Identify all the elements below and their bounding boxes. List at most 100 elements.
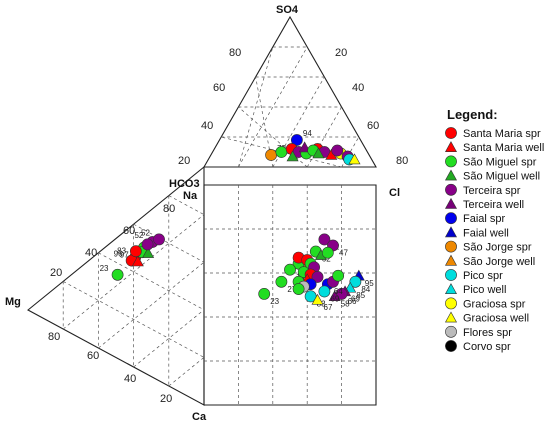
cation-point-label: 83 bbox=[117, 247, 126, 256]
grid-cation-2 bbox=[98, 261, 205, 349]
cation-point bbox=[153, 233, 165, 246]
diamond-point bbox=[328, 290, 341, 302]
diamond-point-label: 67 bbox=[324, 303, 333, 312]
tick-left-40: 40 bbox=[85, 247, 97, 259]
diamond-point bbox=[311, 271, 324, 283]
cation-point bbox=[141, 238, 154, 251]
legend: Legend: Santa Maria spr Santa Maria well S… bbox=[444, 107, 544, 353]
diamond-frame bbox=[203, 184, 377, 406]
axis-label-na: Na bbox=[183, 190, 198, 202]
diamond-point bbox=[292, 283, 305, 295]
tick-mg-60: 60 bbox=[87, 350, 99, 362]
legend-label: Terceira well bbox=[463, 199, 524, 211]
grid-anion-d1 bbox=[238, 46, 308, 168]
tick-mg-80: 80 bbox=[48, 331, 60, 343]
anion-point bbox=[290, 134, 303, 146]
anion-point bbox=[275, 146, 288, 158]
tick-so4-left-60: 60 bbox=[213, 82, 225, 94]
legend-label: São Jorge spr bbox=[463, 242, 532, 254]
legend-label: São Jorge well bbox=[463, 256, 535, 268]
anion-point bbox=[348, 153, 361, 165]
axis-label-cl: Cl bbox=[389, 187, 400, 199]
cation-point bbox=[131, 255, 144, 267]
cation-point-label: 96 bbox=[114, 250, 123, 259]
diamond-point-label: 95 bbox=[365, 279, 374, 288]
diamond-point-label: 85 bbox=[356, 291, 365, 300]
diamond-point bbox=[275, 275, 288, 288]
legend-label: Faial spr bbox=[463, 213, 506, 225]
legend-marker bbox=[444, 169, 458, 181]
diamond-point-label: 62 bbox=[322, 255, 331, 264]
diamond-point bbox=[349, 275, 362, 288]
legend-label: Pico spr bbox=[463, 270, 503, 282]
legend-marker bbox=[445, 127, 457, 139]
tick-left-20: 20 bbox=[50, 267, 62, 279]
axis-label-mg: Mg bbox=[5, 296, 21, 308]
grid-cation-1 bbox=[133, 223, 205, 263]
diamond-point-label: 47 bbox=[339, 249, 348, 258]
anion-point bbox=[312, 147, 325, 159]
grid-anion-d2 bbox=[238, 46, 274, 168]
legend-marker bbox=[445, 155, 457, 168]
legend-marker bbox=[444, 226, 458, 238]
data-points: 9470525283969723527047624014272395848569… bbox=[100, 129, 375, 312]
legend-label: Corvo spr bbox=[463, 341, 511, 353]
legend-marker bbox=[445, 297, 457, 310]
cation-point-label: 23 bbox=[100, 264, 109, 273]
grid-cation-1 bbox=[63, 281, 205, 358]
cation-point-label: 52 bbox=[134, 231, 143, 240]
legend-label: Faial well bbox=[463, 227, 509, 239]
cation-point bbox=[142, 247, 155, 258]
diamond-point-label: 66 bbox=[348, 297, 357, 306]
diamond-point-label: 69 bbox=[351, 294, 360, 303]
cation-point bbox=[111, 268, 124, 281]
diamond-point bbox=[321, 246, 334, 259]
tick-so4-right-40: 40 bbox=[352, 82, 364, 94]
diamond-point bbox=[258, 287, 271, 300]
diamond-point bbox=[318, 233, 331, 246]
diamond-point-label: 64 bbox=[334, 287, 343, 296]
legend-label: Graciosa spr bbox=[463, 298, 526, 310]
legend-title: Legend: bbox=[447, 107, 498, 122]
axis-label-so4: SO4 bbox=[276, 4, 299, 16]
tick-ca-20: 20 bbox=[160, 393, 172, 405]
tick-so4-right-80: 80 bbox=[396, 155, 408, 167]
grid-anion-d1 bbox=[272, 76, 325, 168]
legend-marker bbox=[444, 254, 458, 266]
tick-labels: 80 60 40 20 20 40 60 80 80 60 40 20 80 6… bbox=[48, 47, 408, 405]
axis-label-hco3: HCO3 bbox=[169, 178, 200, 190]
legend-label: Santa Maria well bbox=[463, 142, 544, 154]
axis-label-ca: Ca bbox=[192, 411, 207, 423]
anion-point bbox=[331, 144, 344, 157]
legend-marker bbox=[445, 325, 457, 338]
tick-ca-40: 40 bbox=[124, 373, 136, 385]
cation-point-label: 52 bbox=[141, 228, 150, 237]
legend-marker bbox=[444, 311, 458, 323]
diamond-point bbox=[284, 263, 296, 276]
legend-label: Pico well bbox=[463, 284, 506, 296]
grid-lines bbox=[62, 46, 376, 405]
legend-marker bbox=[444, 197, 458, 209]
anion-point bbox=[286, 150, 299, 162]
cation-point-label: 97 bbox=[120, 251, 129, 260]
legend-marker bbox=[445, 212, 457, 225]
anion-triangle-frame bbox=[203, 15, 377, 168]
cation-point bbox=[129, 245, 142, 258]
tick-so4-left-80: 80 bbox=[229, 47, 241, 59]
legend-label: Flores spr bbox=[463, 327, 512, 339]
tick-so4-left-20: 20 bbox=[178, 155, 190, 167]
grid-cation-1 bbox=[98, 252, 205, 311]
legend-marker bbox=[444, 141, 458, 152]
diamond-point-label: 84 bbox=[361, 285, 370, 294]
legend-label: Terceira spr bbox=[463, 185, 521, 197]
tick-left-80: 80 bbox=[163, 203, 175, 215]
tick-so4-left-40: 40 bbox=[201, 120, 213, 132]
diamond-point bbox=[311, 293, 324, 305]
grid-cation-2 bbox=[62, 214, 205, 330]
diamond-point-label: 58 bbox=[341, 299, 350, 308]
diamond-point-label: 23 bbox=[270, 297, 279, 306]
tick-left-60: 60 bbox=[123, 225, 135, 237]
grid-cation-1 bbox=[168, 195, 205, 215]
legend-marker bbox=[445, 240, 457, 253]
